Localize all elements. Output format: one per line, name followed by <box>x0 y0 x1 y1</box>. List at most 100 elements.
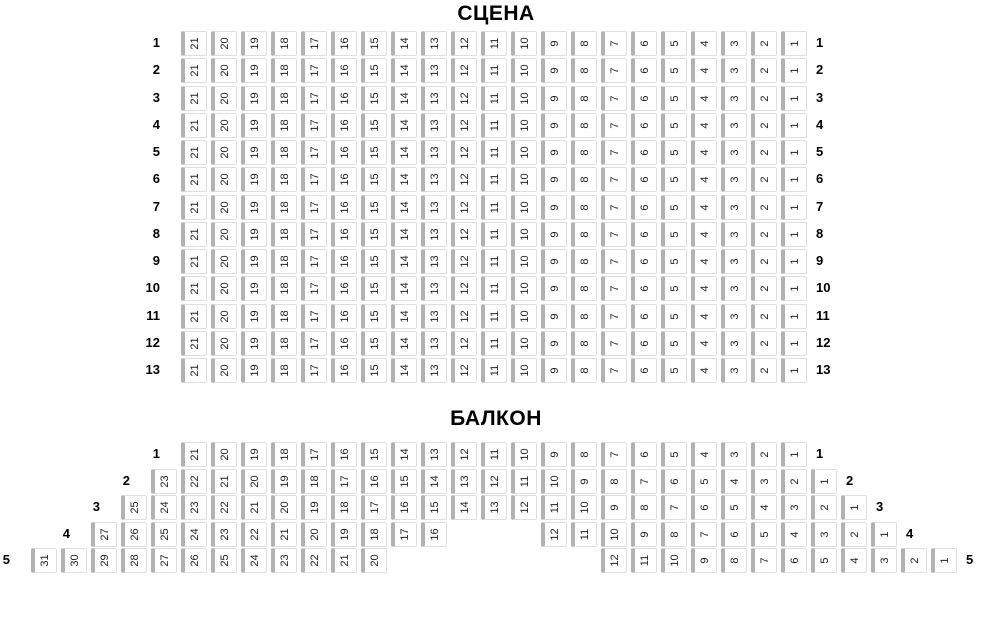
seat[interactable]: 14 <box>391 222 417 247</box>
seat[interactable]: 9 <box>691 548 717 573</box>
seat[interactable]: 10 <box>511 113 537 138</box>
seat[interactable]: 6 <box>781 548 807 573</box>
seat[interactable]: 5 <box>661 31 687 56</box>
seat[interactable]: 5 <box>691 469 717 494</box>
seat[interactable]: 3 <box>721 249 747 274</box>
seat[interactable]: 14 <box>391 276 417 301</box>
seat[interactable]: 9 <box>541 113 567 138</box>
seat[interactable]: 7 <box>601 442 627 467</box>
seat[interactable]: 10 <box>511 140 537 165</box>
seat[interactable]: 1 <box>781 31 807 56</box>
seat[interactable]: 12 <box>451 86 477 111</box>
seat[interactable]: 21 <box>181 331 207 356</box>
seat[interactable]: 8 <box>571 276 597 301</box>
seat[interactable]: 15 <box>361 358 387 383</box>
seat[interactable]: 15 <box>361 140 387 165</box>
seat[interactable]: 14 <box>391 167 417 192</box>
seat[interactable]: 24 <box>151 495 177 520</box>
seat[interactable]: 11 <box>481 86 507 111</box>
seat[interactable]: 21 <box>181 140 207 165</box>
seat[interactable]: 6 <box>631 442 657 467</box>
seat[interactable]: 20 <box>211 276 237 301</box>
seat[interactable]: 2 <box>751 58 777 83</box>
seat[interactable]: 14 <box>391 113 417 138</box>
seat[interactable]: 17 <box>301 222 327 247</box>
seat[interactable]: 7 <box>631 469 657 494</box>
seat[interactable]: 15 <box>361 31 387 56</box>
seat[interactable]: 18 <box>271 222 297 247</box>
seat[interactable]: 9 <box>601 495 627 520</box>
seat[interactable]: 1 <box>871 522 897 547</box>
seat[interactable]: 9 <box>541 58 567 83</box>
seat[interactable]: 16 <box>421 522 447 547</box>
seat[interactable]: 5 <box>721 495 747 520</box>
seat[interactable]: 4 <box>691 140 717 165</box>
seat[interactable]: 6 <box>631 58 657 83</box>
seat[interactable]: 16 <box>361 469 387 494</box>
seat[interactable]: 12 <box>451 331 477 356</box>
seat[interactable]: 5 <box>661 442 687 467</box>
seat[interactable]: 19 <box>241 31 267 56</box>
seat[interactable]: 9 <box>631 522 657 547</box>
seat[interactable]: 4 <box>691 195 717 220</box>
seat[interactable]: 2 <box>841 522 867 547</box>
seat[interactable]: 5 <box>661 195 687 220</box>
seat[interactable]: 4 <box>841 548 867 573</box>
seat[interactable]: 2 <box>751 276 777 301</box>
seat[interactable]: 16 <box>331 276 357 301</box>
seat[interactable]: 7 <box>601 140 627 165</box>
seat[interactable]: 10 <box>511 276 537 301</box>
seat[interactable]: 1 <box>781 442 807 467</box>
seat[interactable]: 19 <box>241 167 267 192</box>
seat[interactable]: 13 <box>421 442 447 467</box>
seat[interactable]: 1 <box>811 469 837 494</box>
seat[interactable]: 9 <box>541 31 567 56</box>
seat[interactable]: 9 <box>541 304 567 329</box>
seat[interactable]: 16 <box>331 331 357 356</box>
seat[interactable]: 12 <box>451 276 477 301</box>
seat[interactable]: 1 <box>781 358 807 383</box>
seat[interactable]: 13 <box>421 222 447 247</box>
seat[interactable]: 22 <box>301 548 327 573</box>
seat[interactable]: 20 <box>211 167 237 192</box>
seat[interactable]: 8 <box>571 113 597 138</box>
seat[interactable]: 1 <box>781 58 807 83</box>
seat[interactable]: 9 <box>541 86 567 111</box>
seat[interactable]: 21 <box>181 276 207 301</box>
seat[interactable]: 2 <box>751 31 777 56</box>
seat[interactable]: 3 <box>751 469 777 494</box>
seat[interactable]: 17 <box>331 469 357 494</box>
seat[interactable]: 4 <box>721 469 747 494</box>
seat[interactable]: 14 <box>391 86 417 111</box>
seat[interactable]: 17 <box>391 522 417 547</box>
seat[interactable]: 6 <box>631 140 657 165</box>
seat[interactable]: 20 <box>211 113 237 138</box>
seat[interactable]: 15 <box>361 442 387 467</box>
seat[interactable]: 5 <box>751 522 777 547</box>
seat[interactable]: 13 <box>421 167 447 192</box>
seat[interactable]: 21 <box>181 86 207 111</box>
seat[interactable]: 9 <box>541 195 567 220</box>
seat[interactable]: 9 <box>541 276 567 301</box>
seat[interactable]: 17 <box>301 331 327 356</box>
seat[interactable]: 16 <box>331 358 357 383</box>
seat[interactable]: 13 <box>421 86 447 111</box>
seat[interactable]: 20 <box>271 495 297 520</box>
seat[interactable]: 10 <box>541 469 567 494</box>
seat[interactable]: 13 <box>421 113 447 138</box>
seat[interactable]: 1 <box>781 222 807 247</box>
seat[interactable]: 1 <box>781 276 807 301</box>
seat[interactable]: 10 <box>511 58 537 83</box>
seat[interactable]: 4 <box>691 358 717 383</box>
seat[interactable]: 6 <box>661 469 687 494</box>
seat[interactable]: 5 <box>661 113 687 138</box>
seat[interactable]: 2 <box>751 195 777 220</box>
seat[interactable]: 3 <box>871 548 897 573</box>
seat[interactable]: 14 <box>391 304 417 329</box>
seat[interactable]: 4 <box>691 222 717 247</box>
seat[interactable]: 23 <box>181 495 207 520</box>
seat[interactable]: 7 <box>751 548 777 573</box>
seat[interactable]: 21 <box>271 522 297 547</box>
seat[interactable]: 13 <box>421 358 447 383</box>
seat[interactable]: 8 <box>631 495 657 520</box>
